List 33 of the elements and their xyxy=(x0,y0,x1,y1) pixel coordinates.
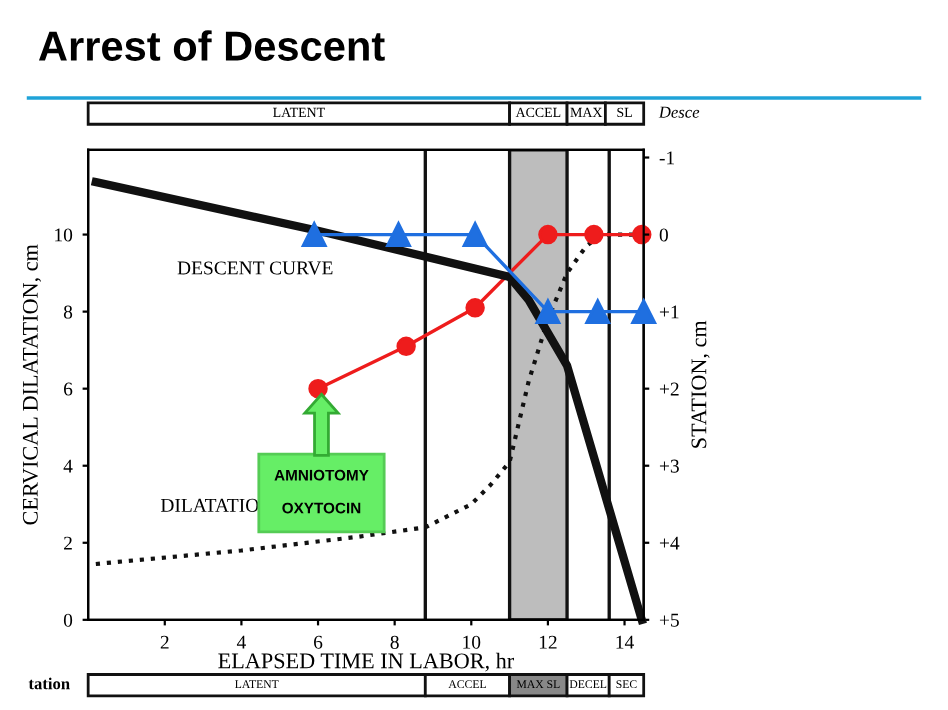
text: tation xyxy=(28,677,70,690)
y2-tick-label: +2 xyxy=(659,382,679,396)
x-tick-label: 6 xyxy=(314,635,323,649)
y2-axis-title: STATION, cm xyxy=(691,320,710,448)
y-tick-label: 6 xyxy=(64,382,73,396)
point xyxy=(308,378,328,399)
x-tick-label: 8 xyxy=(390,635,399,649)
x-axis-title: ELAPSED TIME IN LABOR, hr xyxy=(218,652,514,672)
point xyxy=(465,298,485,318)
y-tick-label: 10 xyxy=(55,228,73,242)
y2-tick-label: 0 xyxy=(659,228,668,242)
y2-tick-label: +3 xyxy=(659,459,679,473)
x-tick-label: 12 xyxy=(539,635,557,649)
point xyxy=(584,224,604,245)
y-tick-label: 8 xyxy=(63,305,73,319)
y-tick-label: 4 xyxy=(63,459,73,473)
point xyxy=(538,224,558,245)
y-tick-label: 0 xyxy=(63,613,73,627)
annotation: DILATATIO xyxy=(160,498,259,512)
y-axis-title: CERVICAL DILATATION, cm xyxy=(22,244,42,525)
y2-tick-label: +4 xyxy=(659,536,680,550)
y2-tick-label: +5 xyxy=(659,613,679,627)
x-tick-label: 14 xyxy=(616,635,634,649)
chart-title: Arrest of Descent xyxy=(38,30,385,61)
annotation: DESCENT CURVE xyxy=(177,261,333,275)
x-tick-label: 2 xyxy=(160,635,169,649)
x-tick-label: 4 xyxy=(236,635,246,649)
y-tick-label: 2 xyxy=(64,536,72,550)
point xyxy=(396,336,416,357)
y2-tick-label: -1 xyxy=(659,151,674,165)
y2-tick-label: +1 xyxy=(659,305,679,319)
text: Desce xyxy=(658,106,700,118)
x-tick-label: 10 xyxy=(463,635,481,649)
